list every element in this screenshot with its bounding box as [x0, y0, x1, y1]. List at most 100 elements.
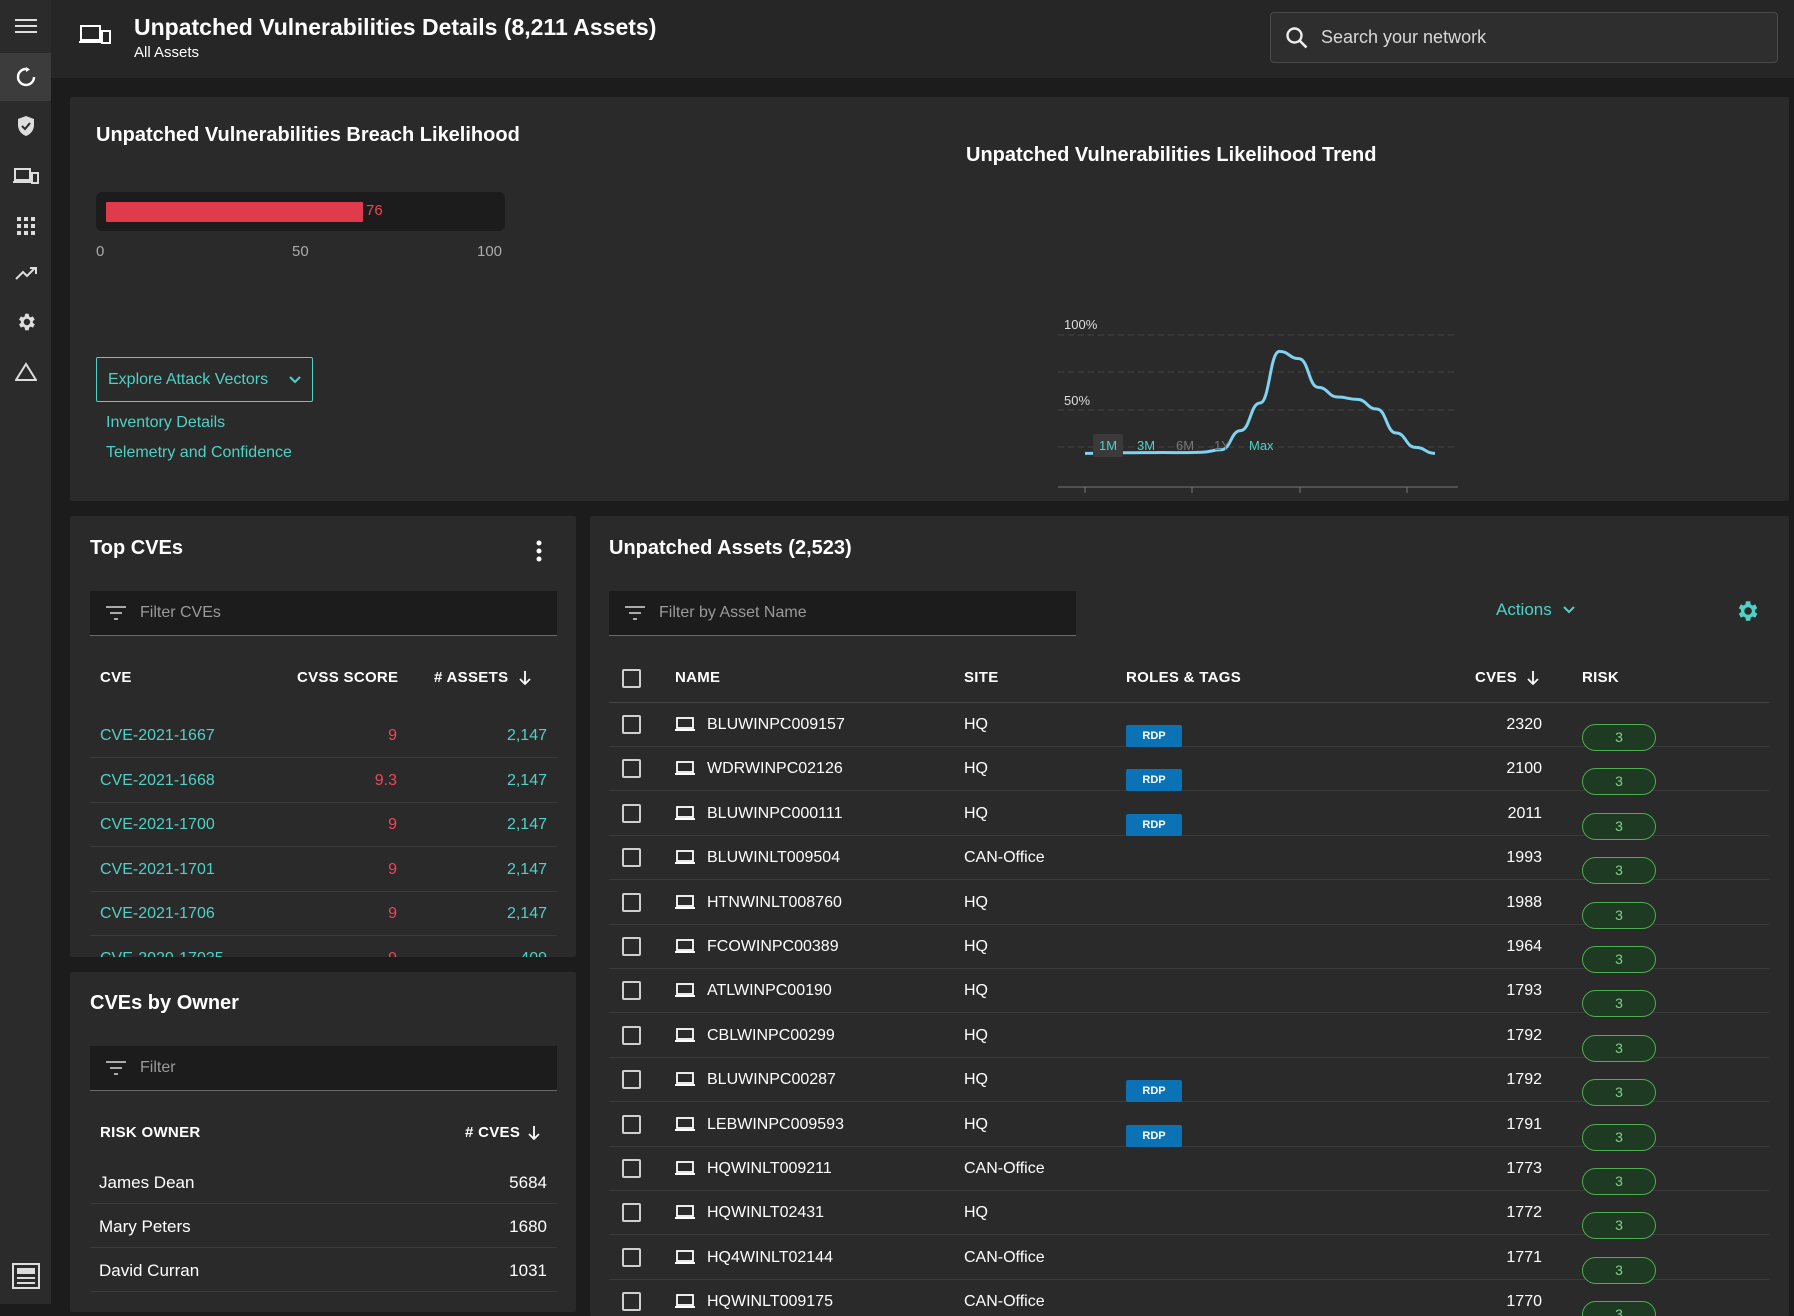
risk-badge[interactable]: 3 [1582, 768, 1656, 796]
asset-filter[interactable] [609, 591, 1076, 636]
asset-name[interactable]: FCOWINPC00389 [707, 938, 839, 955]
table-row[interactable]: HQWINLT009211 CAN-Office 1773 3 [609, 1147, 1769, 1195]
asset-count[interactable]: 2,147 [506, 905, 547, 922]
asset-name[interactable]: HQWINLT009211 [707, 1160, 832, 1177]
table-row[interactable]: CBLWINPC00299 HQ 1792 3 [609, 1014, 1769, 1062]
telemetry-link[interactable]: Telemetry and Confidence [106, 444, 292, 461]
asset-name[interactable]: BLUWINLT009504 [707, 849, 841, 867]
col-risk[interactable]: RISK [1582, 669, 1620, 686]
row-checkbox[interactable] [622, 981, 641, 1001]
asset-name[interactable]: BLUWINPC00287 [707, 1071, 836, 1089]
rdp-tag[interactable]: RDP [1126, 769, 1182, 792]
row-checkbox[interactable] [622, 937, 641, 956]
cve-filter[interactable] [90, 591, 557, 636]
nav-layout[interactable] [0, 1252, 51, 1300]
risk-badge[interactable]: 3 [1582, 724, 1656, 751]
row-checkbox[interactable] [622, 1159, 641, 1178]
range-max[interactable]: Max [1249, 438, 1274, 453]
row-checkbox[interactable] [622, 848, 641, 868]
risk-badge[interactable]: 3 [1582, 1301, 1656, 1316]
actions-menu[interactable]: Actions [1496, 600, 1576, 620]
table-row[interactable]: CVE-2020-17035 9 409 [90, 937, 557, 958]
row-checkbox[interactable] [622, 1114, 641, 1134]
table-row[interactable]: CVE-2021-1667 9 2,147 [90, 714, 557, 758]
search-input[interactable] [1321, 27, 1741, 48]
asset-count[interactable]: 2,147 [506, 771, 547, 789]
table-row[interactable]: James Dean 5684 [90, 1160, 557, 1204]
asset-name[interactable]: HQWINLT02431 [707, 1204, 825, 1222]
table-row[interactable]: HQ4WINLT02144 CAN-Office 1771 3 [609, 1236, 1769, 1284]
nav-apps[interactable] [0, 202, 51, 250]
range-1m[interactable]: 1M [1093, 434, 1124, 457]
cve-id[interactable]: CVE-2021-1700 [100, 816, 215, 833]
row-checkbox[interactable] [622, 892, 641, 912]
cve-id[interactable]: CVE-2021-1701 [100, 860, 215, 878]
col-owner-cves[interactable]: # CVES [465, 1124, 521, 1141]
col-site[interactable]: SITE [964, 669, 999, 686]
asset-name[interactable]: BLUWINPC000111 [707, 804, 843, 822]
menu-button[interactable] [0, 2, 51, 50]
table-row[interactable]: CVE-2021-1701 9 2,147 [90, 848, 557, 892]
col-cves[interactable]: CVES [1475, 669, 1518, 686]
risk-badge[interactable]: 3 [1582, 901, 1656, 929]
table-row[interactable]: Mary Peters 1680 [90, 1204, 557, 1248]
col-risk-owner[interactable]: RISK OWNER [100, 1124, 201, 1141]
attack-vectors-dropdown[interactable]: Explore Attack Vectors [96, 357, 313, 402]
table-row[interactable]: HTNWINLT008760 HQ 1988 3 [609, 881, 1769, 929]
col-cvss-score[interactable]: CVSS SCORE [297, 669, 399, 686]
asset-name[interactable]: HQ4WINLT02144 [707, 1248, 833, 1266]
row-checkbox[interactable] [622, 759, 641, 779]
table-row[interactable]: ATLWINPC00190 HQ 1793 3 [609, 969, 1769, 1018]
risk-badge[interactable]: 3 [1582, 1168, 1656, 1195]
table-row[interactable]: BLUWINPC000111 HQ RDP 2011 3 [609, 792, 1769, 840]
risk-badge[interactable]: 3 [1582, 1079, 1656, 1107]
owner-filter-input[interactable] [140, 1059, 520, 1077]
arrow-down-icon[interactable] [1526, 670, 1540, 686]
search-bar[interactable] [1270, 12, 1778, 63]
arrow-down-icon[interactable] [527, 1125, 541, 1141]
table-row[interactable]: David Curran 1031 [90, 1248, 557, 1292]
table-row[interactable]: CVE-2021-1668 9.3 2,147 [90, 759, 557, 803]
cve-id[interactable]: CVE-2021-1706 [100, 905, 215, 922]
table-row[interactable]: HQWINLT009175 CAN-Office 1770 3 [609, 1280, 1769, 1316]
inventory-details-link[interactable]: Inventory Details [106, 414, 226, 431]
rdp-tag[interactable]: RDP [1126, 725, 1182, 747]
asset-name[interactable]: LEBWINPC009593 [707, 1115, 844, 1133]
risk-badge[interactable]: 3 [1582, 1212, 1656, 1240]
risk-badge[interactable]: 3 [1582, 990, 1656, 1018]
asset-name[interactable]: CBLWINPC00299 [707, 1026, 835, 1044]
row-checkbox[interactable] [622, 1247, 641, 1267]
asset-name[interactable]: HQWINLT009175 [707, 1293, 833, 1311]
col-cve[interactable]: CVE [100, 669, 132, 686]
nav-security[interactable] [0, 102, 51, 150]
rdp-tag[interactable]: RDP [1126, 1124, 1182, 1147]
owner-filter[interactable] [90, 1046, 557, 1091]
asset-filter-input[interactable] [659, 604, 1039, 622]
cve-id[interactable]: CVE-2021-1667 [100, 727, 215, 744]
row-checkbox[interactable] [622, 715, 641, 734]
asset-name[interactable]: ATLWINPC00190 [707, 982, 832, 1000]
risk-badge[interactable]: 3 [1582, 812, 1656, 840]
table-row[interactable]: BLUWINPC00287 HQ RDP 1792 3 [609, 1058, 1769, 1107]
table-row[interactable]: LEBWINPC009593 HQ RDP 1791 3 [609, 1103, 1769, 1151]
select-all-checkbox[interactable] [622, 669, 641, 688]
table-row[interactable]: BLUWINPC009157 HQ RDP 2320 3 [609, 703, 1769, 751]
row-checkbox[interactable] [622, 1203, 641, 1223]
row-checkbox[interactable] [622, 1070, 641, 1090]
gear-icon[interactable] [1734, 598, 1760, 624]
asset-count[interactable]: 2,147 [506, 816, 547, 833]
range-6m[interactable]: 6M [1176, 438, 1195, 453]
asset-count[interactable]: 2,147 [506, 727, 547, 744]
rdp-tag[interactable]: RDP [1126, 813, 1182, 836]
cve-filter-input[interactable] [140, 604, 520, 622]
asset-name[interactable]: HTNWINLT008760 [707, 893, 842, 911]
row-checkbox[interactable] [622, 803, 641, 823]
row-checkbox[interactable] [622, 1292, 641, 1312]
col-roles-tags[interactable]: ROLES & TAGS [1126, 669, 1241, 686]
asset-count[interactable]: 2,147 [506, 860, 547, 878]
range-1y[interactable]: 1Y [1214, 438, 1230, 453]
cve-id[interactable]: CVE-2020-17035 [100, 950, 224, 958]
col-assets[interactable]: # ASSETS [434, 669, 509, 686]
asset-name[interactable]: WDRWINPC02126 [707, 760, 843, 778]
more-vert-icon[interactable] [536, 540, 542, 562]
